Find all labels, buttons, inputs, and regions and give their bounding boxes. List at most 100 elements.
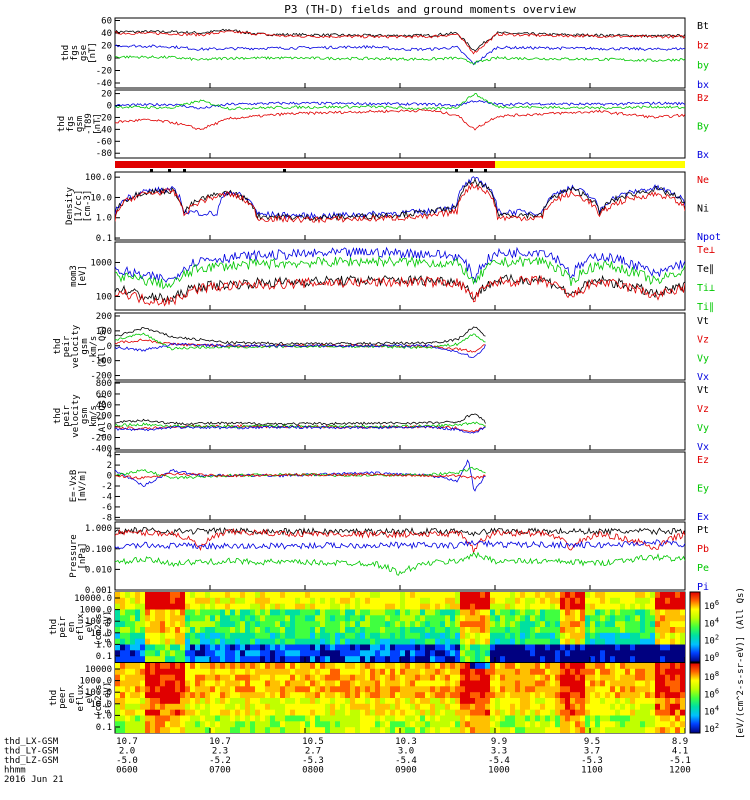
heatmap-cell [130, 656, 136, 662]
heatmap-cell [415, 597, 421, 605]
y-axis-label: thd [61, 45, 71, 61]
heatmap-cell [475, 638, 481, 646]
heatmap-cell [345, 709, 351, 717]
heatmap-cell [620, 650, 626, 657]
heatmap-cell [585, 663, 591, 670]
heatmap-cell [115, 650, 121, 657]
heatmap-cell [505, 709, 511, 717]
heatmap-cell [680, 703, 685, 711]
heatmap-cell [675, 663, 681, 670]
heatmap-cell [265, 709, 271, 717]
heatmap-cell [345, 715, 351, 722]
heatmap-cell [205, 656, 211, 662]
panel-9: thd peir en eflux eV (cm2-s-sr-eV)10000.01000… [49, 591, 686, 663]
heatmap-cell [635, 686, 641, 693]
heatmap-cell [210, 615, 216, 622]
heatmap-cell [410, 692, 416, 699]
heatmap-cell [555, 715, 561, 722]
heatmap-cell [680, 715, 685, 722]
heatmap-cell [510, 715, 516, 722]
heatmap-cell [640, 615, 646, 622]
heatmap-cell [565, 727, 571, 733]
heatmap-cell [450, 603, 456, 611]
heatmap-cell [490, 715, 496, 722]
heatmap-cell [445, 715, 451, 722]
y-tick-label: 1.0 [96, 640, 112, 650]
heatmap-cell [340, 597, 346, 605]
heatmap-cell [235, 592, 241, 599]
panel-frame [114, 381, 686, 451]
heatmap-cell [130, 644, 136, 651]
heatmap-cell [145, 592, 151, 599]
heatmap-cell [590, 650, 596, 657]
heatmap-cell [255, 644, 261, 651]
heatmap-cell [505, 615, 511, 622]
heatmap-cell [640, 686, 646, 693]
heatmap-cell [475, 721, 481, 728]
heatmap-cell [450, 727, 456, 733]
heatmap-cell [520, 638, 526, 646]
heatmap-cell [545, 668, 551, 676]
heatmap-cell [480, 621, 486, 628]
heatmap-cell [530, 656, 536, 662]
heatmap-cell [250, 727, 256, 733]
heatmap-cell [290, 656, 296, 662]
heatmap-cell [355, 592, 361, 599]
heatmap-cell [645, 674, 651, 682]
heatmap-cell [550, 627, 556, 634]
heatmap-cell [225, 709, 231, 717]
heatmap-cell [250, 668, 256, 676]
heatmap-cell [350, 609, 356, 616]
heatmap-cell [440, 597, 446, 605]
heatmap-cell [470, 621, 476, 628]
heatmap-cell [135, 715, 141, 722]
y-tick-label: 0 [107, 342, 112, 352]
heatmap-cell [340, 615, 346, 622]
heatmap-cell [515, 674, 521, 682]
heatmap-cell [250, 674, 256, 682]
heatmap-cell [680, 668, 685, 676]
heatmap-cell [245, 698, 251, 705]
heatmap-cell [365, 627, 371, 634]
heatmap-cell [370, 592, 376, 599]
heatmap-cell [660, 721, 666, 728]
heatmap-cell [365, 703, 371, 711]
heatmap-cell [570, 592, 576, 599]
heatmap-cell [680, 680, 685, 687]
heatmap-cell [600, 715, 606, 722]
heatmap-cell [455, 632, 461, 640]
heatmap-cell [260, 650, 266, 657]
legend-entry: Vy [697, 423, 709, 434]
colorbar-tick-label: 104 [704, 616, 719, 629]
heatmap-cell [630, 627, 636, 634]
heatmap-cell [305, 627, 311, 634]
heatmap-cell [120, 715, 126, 722]
heatmap-cell [580, 721, 586, 728]
heatmap-cell [365, 727, 371, 733]
x-axis-value: 0800 [302, 766, 324, 776]
heatmap-cell [220, 674, 226, 682]
heatmap-cell [665, 686, 671, 693]
heatmap-cell [480, 632, 486, 640]
heatmap-cell [155, 727, 161, 733]
heatmap-cell [605, 698, 611, 705]
heatmap-cell [425, 721, 431, 728]
y-axis-label: [nT] [93, 113, 103, 135]
y-axis-label: peer [58, 687, 68, 709]
heatmap-cell [115, 715, 121, 722]
heatmap-cell [295, 632, 301, 640]
heatmap-cell [510, 727, 516, 733]
heatmap-cell [255, 597, 261, 605]
heatmap-cell [455, 656, 461, 662]
heatmap-cell [165, 632, 171, 640]
heatmap-cell [595, 621, 601, 628]
heatmap-cell [270, 627, 276, 634]
heatmap-cell [560, 698, 566, 705]
heatmap-cell [360, 680, 366, 687]
heatmap-cell [120, 674, 126, 682]
heatmap-cell [190, 603, 196, 611]
heatmap-cell [640, 644, 646, 651]
legend-entry: Bz [697, 93, 709, 104]
heatmap-cell [355, 698, 361, 705]
heatmap-cell [585, 650, 591, 657]
